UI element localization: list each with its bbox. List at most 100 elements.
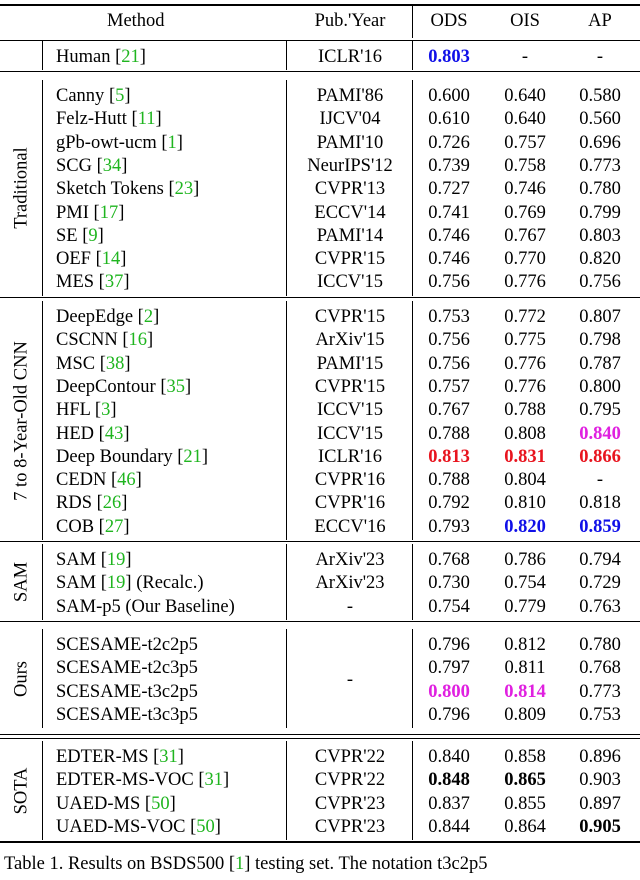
ois-cell: 0.811	[504, 658, 546, 679]
method-name: SE	[56, 225, 83, 246]
table-row: EDTER-MS [31] CVPR'22 0.840 0.858 0.896	[0, 745, 640, 769]
ois-cell: 0.775	[504, 330, 546, 351]
ois-cell: -	[521, 47, 529, 67]
ods-cell: 0.600	[428, 86, 470, 106]
ods-cell: 0.800	[428, 681, 470, 702]
ap-cell: 0.773	[579, 155, 621, 176]
method-name: Human	[56, 47, 116, 67]
table-row: SCESAME-t2c3p5 0.797 0.811 0.768	[0, 656, 640, 680]
table-row: CSCNN [16] ArXiv'15 0.756 0.775 0.798	[0, 328, 640, 352]
method-name: CEDN	[56, 470, 111, 491]
ois-cell: 0.808	[504, 423, 546, 444]
pub-year-cell: ICLR'16	[318, 446, 382, 467]
vertical-rule	[412, 544, 413, 620]
table-row: SAM [19] (Recalc.) ArXiv'23 0.730 0.754 0.72…	[0, 571, 640, 595]
pub-year-cell: PAMI'10	[316, 132, 384, 153]
vertical-rule	[286, 629, 287, 729]
header-row: Method Pub.'Year ODS OIS AP	[0, 9, 640, 33]
method-name: OEF	[56, 249, 96, 270]
vertical-rule	[42, 301, 43, 540]
table-row: DeepContour [35] CVPR'15 0.757 0.776 0.800	[0, 375, 640, 399]
table-row: PMI [17] ECCV'14 0.741 0.769 0.799	[0, 201, 640, 225]
method-cell: SCESAME-t2c2p5	[56, 633, 198, 657]
ois-cell: 0.810	[504, 493, 546, 514]
ods-cell: 0.840	[428, 747, 470, 767]
ois-cell: 0.640	[504, 86, 546, 106]
pub-year-cell: CVPR'23	[314, 816, 386, 837]
ap-cell: 0.773	[579, 681, 621, 702]
vertical-rule	[286, 301, 287, 540]
method-name: UAED-MS-VOC	[56, 816, 191, 837]
ap-cell: 0.803	[579, 225, 621, 246]
method-name: SCESAME-t3c3p5	[56, 704, 198, 725]
table-row: DeepEdge [2] CVPR'15 0.753 0.772 0.807	[0, 305, 640, 329]
ods-cell: 0.803	[428, 47, 470, 67]
table-row: SAM [19] ArXiv'23 0.768 0.786 0.794	[0, 548, 640, 572]
ods-cell: 0.727	[428, 179, 470, 200]
ods-cell: 0.746	[428, 249, 470, 270]
ap-cell: 0.905	[579, 816, 621, 837]
method-name: PMI	[56, 202, 94, 223]
ap-cell: 0.798	[579, 330, 621, 351]
pub-year-cell: ICCV'15	[316, 400, 384, 421]
method-name: SAM-p5 (Our Baseline)	[56, 596, 235, 617]
ap-cell: 0.800	[579, 376, 621, 397]
method-name: EDTER-MS	[56, 747, 154, 767]
ods-cell: 0.793	[428, 516, 470, 537]
method-name: RDS	[56, 493, 97, 514]
method-cell: DeepEdge [2]	[56, 307, 160, 327]
ods-cell: 0.757	[428, 376, 470, 397]
method-cell: CSCNN [16]	[56, 330, 154, 351]
method-cell: COB [27]	[56, 516, 130, 537]
vertical-rule	[412, 6, 413, 38]
ois-cell: 0.865	[504, 770, 546, 791]
ois-cell: 0.809	[504, 704, 546, 725]
ap-cell: 0.840	[579, 423, 621, 444]
pub-year-cell: ArXiv'23	[315, 550, 385, 570]
method-name: EDTER-MS-VOC	[56, 770, 199, 791]
horizontal-rule	[0, 296, 640, 298]
method-name: SCG	[56, 155, 97, 176]
ods-cell: 0.767	[428, 400, 470, 421]
ois-cell: 0.767	[504, 225, 546, 246]
method-cell: SCESAME-t3c3p5	[56, 703, 198, 727]
method-cell: SAM [19]	[56, 550, 132, 570]
method-cell: SAM [19] (Recalc.)	[56, 573, 204, 594]
citation-ref: 2	[143, 307, 154, 327]
citation-ref: 5	[115, 86, 125, 106]
table-row: SE [9] PAMI'14 0.746 0.767 0.803	[0, 224, 640, 248]
ap-cell: 0.780	[579, 179, 621, 200]
method-cell: Sketch Tokens [23]	[56, 179, 200, 200]
horizontal-rule	[0, 4, 640, 6]
horizontal-rule	[0, 71, 640, 73]
method-name: Deep Boundary	[56, 446, 178, 467]
pub-year-cell: ICLR'16	[318, 47, 382, 67]
ois-cell: 0.814	[504, 681, 546, 702]
table-row: SCG [34] NeurIPS'12 0.739 0.758 0.773	[0, 154, 640, 178]
ois-cell: 0.746	[504, 179, 546, 200]
citation-ref: 21	[183, 446, 202, 467]
citation-ref: 11	[137, 109, 156, 130]
method-cell: RDS [26]	[56, 493, 128, 514]
citation-ref: 43	[104, 423, 124, 444]
citation-ref: 1	[167, 132, 177, 153]
ap-cell: 0.903	[579, 770, 621, 791]
method-cell: UAED-MS [50]	[56, 793, 176, 814]
ods-cell: 0.746	[428, 225, 470, 246]
method-cell: SAM-p5 (Our Baseline)	[56, 595, 235, 619]
vertical-rule	[412, 629, 413, 729]
vertical-rule	[412, 301, 413, 540]
ap-cell: 0.799	[579, 202, 621, 223]
table-row: HED [43] ICCV'15 0.788 0.808 0.840	[0, 422, 640, 446]
header-ods: ODS	[430, 11, 468, 31]
ods-cell: 0.756	[428, 330, 470, 351]
ap-cell: 0.768	[579, 658, 621, 679]
ods-cell: 0.730	[428, 573, 470, 594]
table-row: COB [27] ECCV'16 0.793 0.820 0.859	[0, 515, 640, 539]
ois-cell: 0.770	[504, 249, 546, 270]
ois-cell: 0.831	[504, 446, 546, 467]
ap-cell: 0.787	[579, 353, 621, 374]
pub-year-cell: CVPR'13	[314, 179, 386, 200]
ois-cell: 0.804	[504, 470, 546, 491]
header-ois: OIS	[510, 11, 540, 31]
